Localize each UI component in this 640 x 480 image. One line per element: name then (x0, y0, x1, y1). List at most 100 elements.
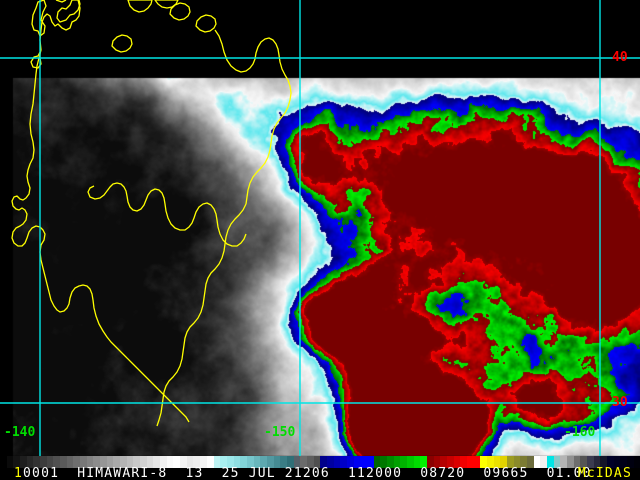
colorbar-segment (427, 456, 434, 468)
latitude-label: 30 (612, 395, 628, 410)
colorbar-segment (573, 456, 581, 468)
colorbar-segment (386, 456, 394, 468)
colorbar-segment (260, 456, 267, 468)
colorbar-segment (393, 456, 401, 468)
colorbar-segment (206, 456, 214, 468)
colorbar-segment (140, 456, 147, 468)
colorbar-segment (213, 456, 221, 468)
longitude-label: -150 (264, 425, 296, 440)
colorbar-segment (627, 456, 634, 468)
colorbar-segment (520, 456, 528, 468)
colorbar-segment (400, 456, 407, 468)
colorbar-segment (607, 456, 614, 468)
colorbar-segment (380, 456, 387, 468)
colorbar-segment (306, 456, 314, 468)
colorbar-segment (240, 456, 247, 468)
colorbar-segment (533, 456, 541, 468)
colorbar-segment (500, 456, 508, 468)
colorbar-segment (66, 456, 74, 468)
colorbar-segment (567, 456, 574, 468)
colorbar-segment (487, 456, 494, 468)
colorbar-segment (160, 456, 167, 468)
colorbar-segment (133, 456, 141, 468)
colorbar-segment (447, 456, 454, 468)
colorbar-segment (146, 456, 154, 468)
colorbar-segment (186, 456, 194, 468)
colorbar-segment (460, 456, 468, 468)
colorbar-segment (46, 456, 54, 468)
colorbar-segment (166, 456, 174, 468)
colorbar-segment (373, 456, 381, 468)
colorbar-segment (540, 456, 548, 468)
colorbar-segment (180, 456, 187, 468)
colorbar-segment (293, 456, 301, 468)
colorbar-segment (86, 456, 94, 468)
colorbar-segment (553, 456, 561, 468)
colorbar-segment (467, 456, 474, 468)
colorbar-segment (326, 456, 334, 468)
colorbar-segment (413, 456, 421, 468)
colorbar-segment (560, 456, 568, 468)
colorbar-segment (113, 456, 121, 468)
colorbar-segment (587, 456, 594, 468)
colorbar-segment (433, 456, 441, 468)
colorbar-segment (273, 456, 281, 468)
caption-row: 1 0001 HIMAWARI-8 13 25 JUL 21206 112000… (0, 466, 640, 480)
colorbar-segment (473, 456, 481, 468)
colorbar-segment (340, 456, 347, 468)
colorbar-segment (580, 456, 588, 468)
colorbar-segment (26, 456, 34, 468)
colorbar-segment (73, 456, 81, 468)
colorbar-segment (106, 456, 114, 468)
colorbar-segment (600, 456, 608, 468)
colorbar-segment (93, 456, 101, 468)
colorbar-segment (480, 456, 488, 468)
colorbar-segment (360, 456, 367, 468)
colorbar-segment (620, 456, 628, 468)
colorbar-segment (593, 456, 601, 468)
colorbar-segment (513, 456, 521, 468)
color-enhancement-bar[interactable] (0, 456, 640, 468)
colorbar-segment (53, 456, 61, 468)
colorbar-segment (0, 456, 7, 468)
longitude-label: -140 (4, 425, 36, 440)
colorbar-segment (613, 456, 621, 468)
frame-number-prefix: 1 (14, 466, 24, 480)
annotation-bar: 1 0001 HIMAWARI-8 13 25 JUL 21206 112000… (0, 456, 640, 480)
colorbar-segment (346, 456, 354, 468)
colorbar-segment (246, 456, 254, 468)
colorbar-segment (13, 456, 21, 468)
colorbar-segment (80, 456, 87, 468)
colorbar-segment (173, 456, 181, 468)
colorbar-segment (320, 456, 327, 468)
colorbar-segment (20, 456, 27, 468)
colorbar-segment (353, 456, 361, 468)
colorbar-segment (60, 456, 67, 468)
colorbar-segment (100, 456, 107, 468)
colorbar-segment (286, 456, 294, 468)
colorbar-segment (313, 456, 321, 468)
colorbar-segment (233, 456, 241, 468)
colorbar-segment (420, 456, 427, 468)
colorbar-segment (633, 456, 640, 468)
colorbar-segment (253, 456, 261, 468)
colorbar-segment (33, 456, 41, 468)
colorbar-segment (493, 456, 501, 468)
mcidas-brand-label: McIDAS (577, 466, 632, 480)
colorbar-segment (507, 456, 514, 468)
colorbar-segment (193, 456, 201, 468)
colorbar-segment (266, 456, 274, 468)
latitude-label: 40 (612, 50, 628, 65)
colorbar-segment (220, 456, 227, 468)
colorbar-segment (366, 456, 374, 468)
colorbar-segment (527, 456, 534, 468)
colorbar-segment (547, 456, 554, 468)
colorbar-segment (300, 456, 307, 468)
colorbar-segment (40, 456, 47, 468)
colorbar-segment (406, 456, 414, 468)
colorbar-segment (453, 456, 461, 468)
image-caption-text: 0001 HIMAWARI-8 13 25 JUL 21206 112000 0… (23, 466, 592, 480)
colorbar-segment (153, 456, 161, 468)
